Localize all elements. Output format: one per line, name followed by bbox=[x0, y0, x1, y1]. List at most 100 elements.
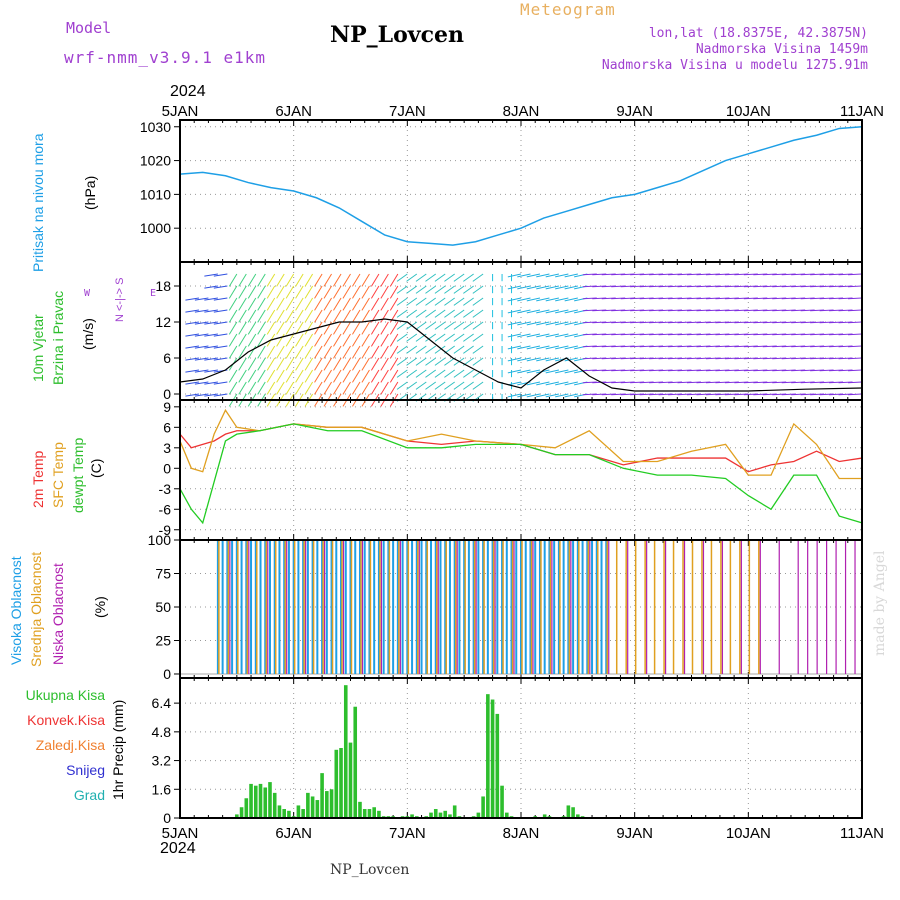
wind-barb bbox=[848, 321, 863, 324]
wind-barb bbox=[396, 345, 408, 354]
wind-barb bbox=[564, 297, 578, 302]
wind-barb bbox=[507, 345, 522, 350]
precip-bar bbox=[263, 787, 268, 818]
precip-bar bbox=[504, 812, 509, 818]
precip-bar bbox=[282, 809, 286, 818]
wind-barb bbox=[453, 297, 465, 306]
wind-barb bbox=[406, 381, 418, 390]
wind-barb bbox=[247, 273, 257, 287]
wind-barb bbox=[389, 297, 399, 311]
wind-barb bbox=[564, 369, 578, 374]
wind-barb bbox=[185, 333, 200, 337]
wind-barb bbox=[507, 285, 522, 290]
wind-barb bbox=[257, 369, 266, 383]
precip-bar bbox=[334, 749, 339, 818]
wind-barb bbox=[228, 381, 238, 395]
wind-barb bbox=[342, 333, 351, 347]
wind-barb bbox=[526, 357, 541, 362]
wind-barb bbox=[361, 273, 370, 287]
wind-barb bbox=[555, 273, 569, 278]
wind-barb bbox=[213, 333, 228, 337]
wind-barb bbox=[304, 297, 314, 311]
wind-barb bbox=[434, 333, 446, 342]
wind-barb bbox=[185, 381, 200, 385]
wind-barb bbox=[389, 321, 399, 335]
wind-barb bbox=[228, 273, 238, 287]
wind-barb bbox=[425, 297, 437, 306]
wind-barb bbox=[434, 357, 446, 366]
y-tick-label: 6.4 bbox=[152, 695, 172, 711]
wind-barb bbox=[507, 369, 522, 374]
wind-barb bbox=[444, 321, 455, 330]
wind-barb bbox=[507, 333, 522, 338]
wind-barb bbox=[415, 285, 427, 294]
wind-barb bbox=[389, 285, 399, 299]
wind-barb bbox=[472, 285, 484, 294]
wind-barb bbox=[536, 285, 550, 290]
wind-barb bbox=[323, 285, 332, 299]
wind-barb bbox=[352, 333, 361, 347]
wind-barb bbox=[545, 285, 559, 290]
date-label-bottom: 5JAN bbox=[162, 825, 199, 842]
wind-barb bbox=[517, 357, 531, 362]
wind-barb bbox=[380, 309, 389, 323]
wind-barb bbox=[228, 345, 238, 359]
wind-barb bbox=[333, 285, 342, 299]
wind-barb bbox=[238, 381, 247, 395]
wind-barb bbox=[406, 345, 418, 354]
wind-barb bbox=[247, 321, 257, 335]
wind-barb bbox=[555, 393, 569, 398]
wind-barb bbox=[213, 273, 228, 277]
wind-barb bbox=[285, 345, 295, 359]
wind-barb bbox=[415, 297, 427, 306]
wind-barb bbox=[380, 321, 389, 335]
wind-barb bbox=[564, 285, 578, 290]
date-label-bottom: 11JAN bbox=[840, 825, 884, 842]
wind-barb bbox=[444, 297, 455, 306]
precip-bar bbox=[296, 805, 301, 818]
wind-barb bbox=[380, 273, 389, 287]
wind-barb bbox=[333, 309, 342, 323]
precip-bar bbox=[253, 785, 258, 818]
wind-barb bbox=[555, 345, 569, 350]
wind-barb bbox=[238, 369, 247, 383]
wind-barb bbox=[415, 345, 427, 354]
wind-barb bbox=[463, 381, 474, 390]
wind-barb bbox=[285, 309, 295, 323]
wind-barb bbox=[285, 273, 295, 287]
wind-barb bbox=[472, 369, 484, 378]
wind-barb bbox=[185, 345, 200, 349]
model-label: Model bbox=[66, 19, 112, 37]
wind-barb bbox=[415, 309, 427, 318]
wind-barb bbox=[380, 297, 389, 311]
legend-conv-precip: Konvek.Kisa bbox=[27, 712, 105, 728]
precip-bar bbox=[301, 809, 305, 818]
station-title: NP_Lovcen bbox=[330, 22, 464, 48]
wind-barb bbox=[228, 309, 238, 323]
wind-barb bbox=[304, 333, 314, 347]
precip-bar bbox=[443, 810, 448, 818]
precip-bar bbox=[486, 694, 490, 818]
wind-barb bbox=[453, 381, 465, 390]
wind-barb bbox=[213, 357, 228, 361]
wind-barb bbox=[848, 333, 863, 336]
wind-barb bbox=[352, 345, 361, 359]
y-tick-label: 75 bbox=[155, 565, 171, 581]
wind-barb bbox=[228, 369, 238, 383]
wind-barb bbox=[564, 345, 578, 350]
wind-barb bbox=[453, 321, 465, 330]
wind-barb bbox=[463, 321, 474, 330]
wind-barb bbox=[526, 285, 541, 290]
wind-barb bbox=[361, 321, 370, 335]
wind-barb bbox=[396, 357, 408, 366]
wind-barb bbox=[453, 273, 465, 282]
y-tick-label: 1000 bbox=[140, 220, 171, 236]
wind-barb bbox=[285, 381, 295, 395]
wind-barb bbox=[425, 345, 437, 354]
wind-barb bbox=[425, 369, 437, 378]
precip-bar bbox=[448, 814, 452, 818]
wind-barb bbox=[380, 369, 389, 383]
wind-barb bbox=[285, 357, 295, 371]
wind-barb bbox=[247, 333, 257, 347]
wind-barb bbox=[314, 381, 323, 395]
